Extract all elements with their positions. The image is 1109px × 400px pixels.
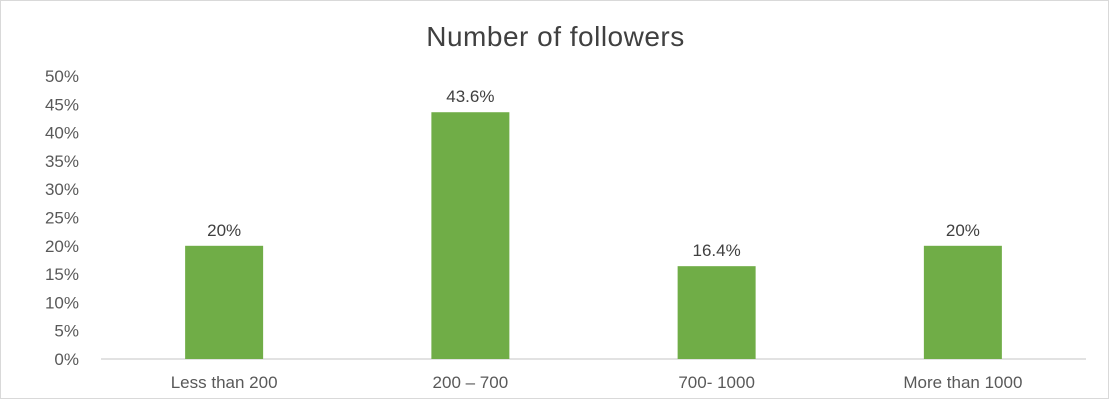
x-category-label: Less than 200: [171, 373, 278, 392]
y-tick-label: 25%: [45, 209, 79, 228]
data-label: 20%: [946, 221, 980, 240]
bar: [431, 112, 510, 359]
y-tick-label: 20%: [45, 237, 79, 256]
y-tick-label: 30%: [45, 180, 79, 199]
y-tick-label: 45%: [45, 95, 79, 114]
x-category-label: 700- 1000: [678, 373, 755, 392]
bar: [923, 245, 1002, 359]
y-tick-label: 50%: [45, 67, 79, 86]
bar: [185, 245, 264, 359]
y-tick-label: 15%: [45, 265, 79, 284]
y-tick-label: 40%: [45, 124, 79, 143]
y-tick-label: 5%: [54, 322, 79, 341]
y-tick-label: 10%: [45, 293, 79, 312]
chart-title: Number of followers: [426, 21, 685, 52]
y-tick-label: 35%: [45, 152, 79, 171]
x-category-label: 200 – 700: [433, 373, 509, 392]
bar: [677, 266, 756, 359]
data-label: 43.6%: [446, 87, 494, 106]
data-label: 20%: [207, 221, 241, 240]
y-tick-label: 0%: [54, 350, 79, 369]
x-category-label: More than 1000: [903, 373, 1022, 392]
data-label: 16.4%: [693, 241, 741, 260]
